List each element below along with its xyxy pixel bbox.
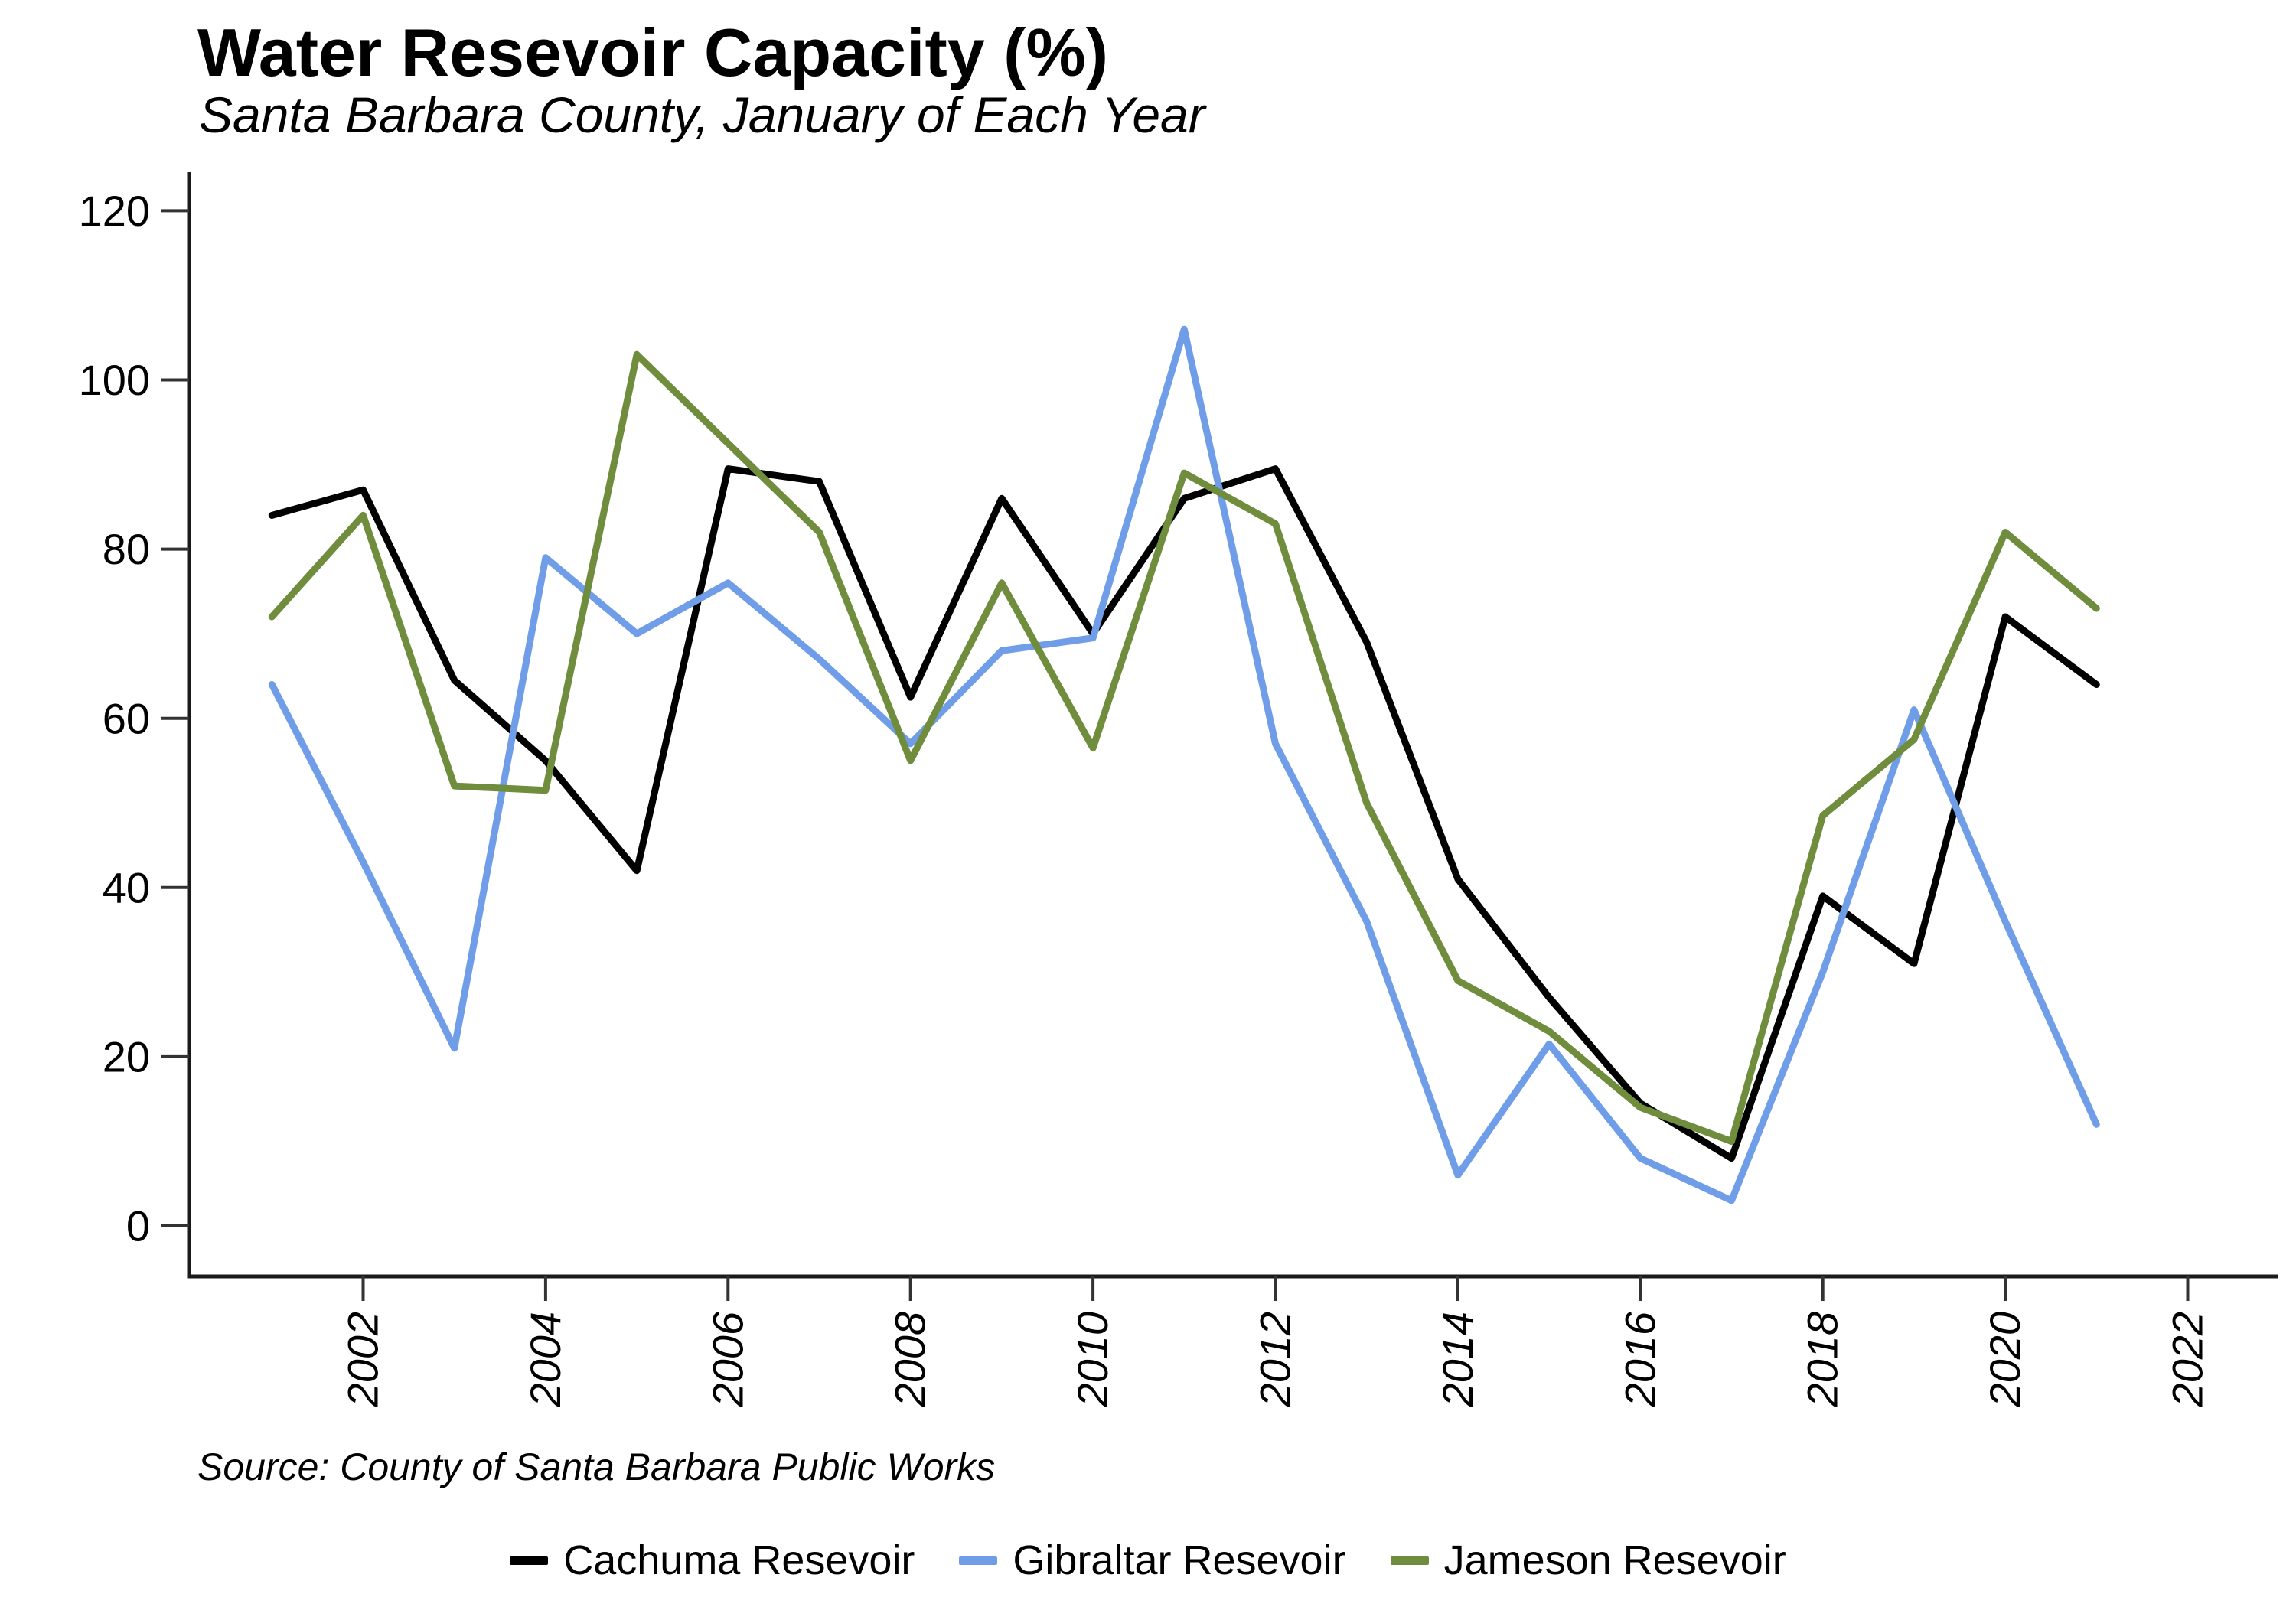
y-axis-tick-label: 0 [126,1202,150,1250]
source-note: Source: County of Santa Barbara Public W… [197,1446,996,1488]
series-line-gibraltar [268,325,2100,1204]
y-axis-tick-label: 60 [103,694,150,742]
page-subtitle: Santa Barbara County, January of Each Ye… [199,86,1205,143]
legend: Cachuma Resevoir Gibraltar Resevoir Jame… [0,1537,2296,1584]
series-line-cachuma [268,465,2100,1162]
x-axis-tick-label: 2020 [1981,1312,2029,1408]
x-axis-tick-label: 2008 [886,1312,934,1408]
legend-label-gibraltar: Gibraltar Resevoir [1013,1537,1346,1583]
legend-item-gibraltar: Gibraltar Resevoir [959,1537,1346,1584]
legend-label-cachuma: Cachuma Resevoir [563,1537,915,1583]
series-line-jameson [268,350,2100,1145]
legend-key-jameson-icon [1390,1556,1429,1565]
y-axis-tick-label: 40 [103,863,150,911]
y-axis-tick-label: 100 [79,356,150,404]
page-title: Water Resevoir Capacity (%) [197,15,1109,90]
x-axis-tick-label: 2012 [1251,1312,1300,1408]
x-axis-tick-label: 2022 [2164,1312,2212,1408]
legend-key-gibraltar-icon [959,1556,998,1565]
legend-item-cachuma: Cachuma Resevoir [510,1537,915,1584]
legend-item-jameson: Jameson Resevoir [1390,1537,1786,1584]
x-axis-tick-label: 2006 [703,1311,752,1407]
x-axis-tick-label: 2004 [521,1312,569,1408]
y-axis-tick-label: 20 [103,1033,150,1081]
x-axis-tick-label: 2016 [1616,1311,1664,1407]
x-axis-tick-label: 2002 [339,1312,387,1408]
x-axis-tick-label: 2018 [1799,1312,1847,1408]
legend-key-cachuma-icon [510,1556,549,1565]
legend-label-jameson: Jameson Resevoir [1443,1537,1786,1583]
x-axis-tick-label: 2014 [1433,1312,1482,1408]
y-axis-tick-label: 80 [103,525,150,573]
x-axis-tick-label: 2010 [1068,1312,1117,1408]
y-axis-tick-label: 120 [79,187,150,235]
